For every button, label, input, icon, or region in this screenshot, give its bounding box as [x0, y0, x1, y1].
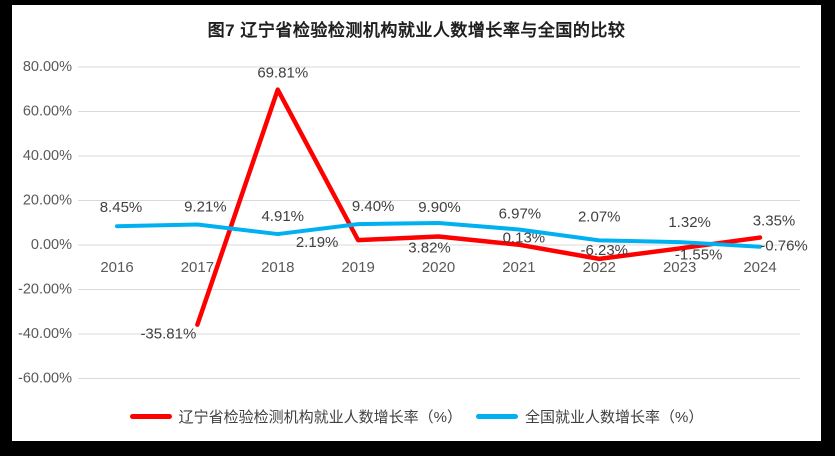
national-data-label: 9.21% [184, 198, 227, 215]
liaoning-data-label: -35.81% [140, 326, 196, 343]
liaoning-data-label: 69.81% [257, 65, 308, 82]
national-data-label: 1.32% [668, 214, 711, 231]
national-data-label: 9.40% [352, 198, 395, 215]
liaoning-data-label: 0.13% [503, 230, 546, 247]
national-data-label: 2.07% [578, 208, 621, 225]
chart-title: 图7 辽宁省检验检测机构就业人数增长率与全国的比较 [207, 21, 626, 40]
national-data-label: 9.90% [418, 199, 461, 216]
y-axis-tick-label: -20.00% [18, 281, 72, 297]
national-data-label: 8.45% [100, 199, 143, 216]
national-data-label: -0.76% [760, 238, 808, 255]
y-axis-tick-label: -60.00% [18, 370, 72, 386]
liaoning-series-line [195, 87, 763, 327]
y-axis-tick-label: -40.00% [18, 326, 72, 342]
y-axis-tick-label: 40.00% [23, 148, 72, 164]
national-data-label: 4.91% [261, 208, 304, 225]
x-axis-tick-label: 2018 [261, 259, 294, 276]
chart-svg: 80.00% 60.00% 40.00% 20.00% 0.00% -20.00% -40.… [18, 59, 808, 387]
x-axis-tick-label: 2021 [502, 259, 535, 276]
liaoning-data-label: 3.35% [753, 213, 796, 230]
chart-canvas: 图7 辽宁省检验检测机构就业人数增长率与全国的比较 80.00% 60.00% 40… [12, 5, 821, 441]
x-axis-tick-label: 2024 [743, 259, 776, 276]
y-axis-tick-label: 80.00% [23, 59, 72, 75]
chart-legend: 辽宁省检验检测机构就业人数增长率（%） 全国就业人数增长率（%） [12, 406, 821, 427]
x-axis-tick-label: 2020 [422, 259, 455, 276]
national-line-swatch [476, 414, 518, 419]
x-axis-tick-label: 2023 [663, 259, 696, 276]
liaoning-data-label: 3.82% [408, 239, 451, 256]
legend-label-national: 全国就业人数增长率（%） [525, 409, 704, 426]
liaoning-line-swatch [129, 414, 172, 419]
x-axis-tick-label: 2016 [100, 259, 133, 276]
x-axis-tick-label: 2022 [583, 259, 616, 276]
y-axis-tick-label: 60.00% [23, 103, 72, 119]
legend-item-liaoning: 辽宁省检验检测机构就业人数增长率（%） [129, 406, 462, 427]
x-axis-tick-label: 2019 [341, 259, 374, 276]
x-axis-tick-label: 2017 [181, 259, 214, 276]
y-axis-tick-label: 0.00% [31, 237, 72, 253]
legend-label-liaoning: 辽宁省检验检测机构就业人数增长率（%） [178, 409, 462, 426]
y-axis-tick-label: 20.00% [23, 192, 72, 208]
liaoning-data-label: -6.23% [580, 242, 628, 259]
national-series-line [115, 220, 762, 249]
liaoning-data-label: 2.19% [296, 234, 339, 251]
liaoning-data-label: -1.55% [675, 246, 723, 263]
legend-item-national: 全国就业人数增长率（%） [476, 406, 703, 427]
national-data-label: 6.97% [499, 205, 542, 222]
